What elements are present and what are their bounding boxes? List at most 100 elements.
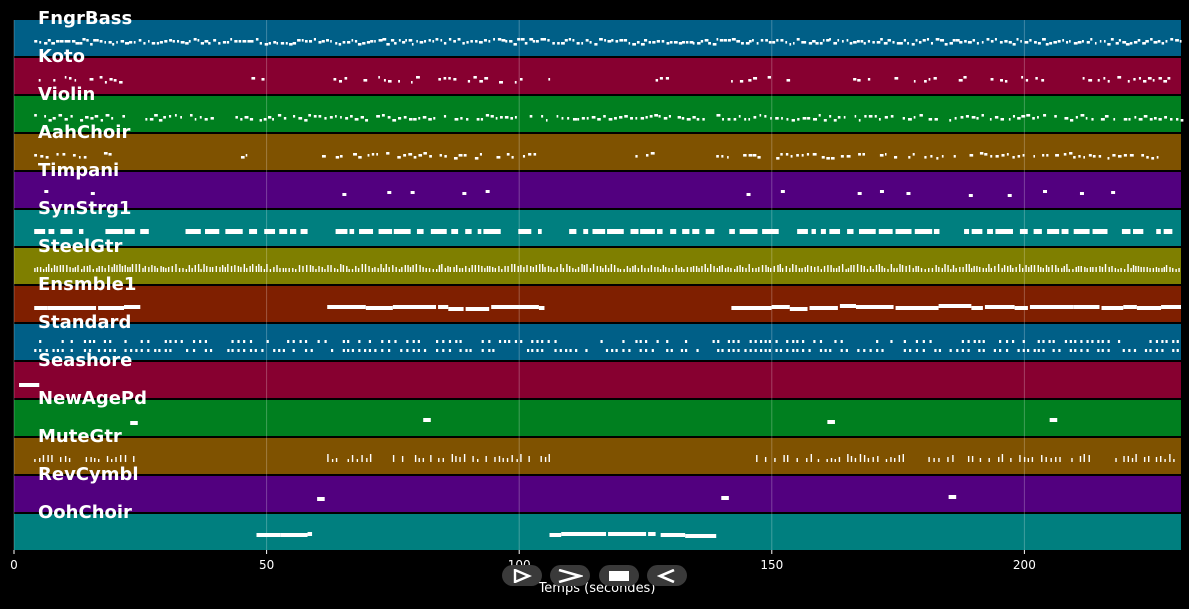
note-fngrbass-259 — [1086, 41, 1090, 44]
note-synstrg1-20 — [416, 229, 424, 234]
note-synstrg1-40 — [739, 229, 758, 234]
note-standard-31 — [164, 340, 167, 343]
note-steelgtr-200 — [641, 265, 643, 272]
note-standard-202 — [915, 340, 919, 343]
note-fngrbass-95 — [419, 41, 424, 44]
note-violin-103 — [668, 115, 671, 118]
note-koto-61 — [1082, 77, 1085, 80]
note-fngrbass-229 — [959, 41, 963, 44]
note-aahchoir-98 — [1107, 157, 1110, 160]
note-steelgtr-121 — [401, 267, 403, 272]
note-fngrbass-45 — [218, 42, 221, 45]
note-fngrbass-269 — [1125, 43, 1130, 46]
note-violin-24 — [194, 118, 197, 121]
note-steelgtr-184 — [592, 264, 595, 272]
note-violin-156 — [989, 118, 992, 121]
note-standard-208 — [938, 349, 942, 352]
note-standard-89 — [412, 349, 415, 352]
note-mutegtr-79 — [928, 457, 930, 462]
note-standard-180 — [802, 340, 805, 343]
note-mutegtr-59 — [806, 458, 808, 462]
note-standard-252 — [1101, 349, 1104, 352]
note-steelgtr-280 — [883, 268, 886, 272]
forward-icon — [558, 568, 583, 583]
note-mutegtr-41 — [485, 456, 487, 462]
note-steelgtr-65 — [227, 264, 229, 272]
note-steelgtr-107 — [357, 268, 360, 272]
note-standard-81 — [381, 349, 384, 352]
note-steelgtr-177 — [572, 268, 574, 272]
note-standard-103 — [469, 349, 472, 352]
note-steelgtr-325 — [1022, 268, 1024, 272]
note-violin-13 — [111, 117, 114, 120]
note-fngrbass-246 — [1034, 41, 1037, 44]
note-fngrbass-136 — [589, 41, 592, 44]
note-aahchoir-100 — [1118, 155, 1122, 158]
note-mutegtr-83 — [952, 455, 954, 462]
note-aahchoir-106 — [1156, 156, 1159, 159]
note-standard-124 — [559, 349, 562, 352]
note-koto-32 — [514, 81, 517, 84]
note-violin-20 — [168, 115, 172, 118]
note-synstrg1-34 — [657, 229, 663, 234]
note-steelgtr-173 — [560, 264, 562, 272]
note-steelgtr-158 — [513, 264, 516, 272]
note-fngrbass-165 — [708, 42, 712, 45]
back-button[interactable] — [647, 565, 687, 586]
note-fngrbass-162 — [697, 42, 701, 45]
note-mutegtr-68 — [854, 458, 857, 462]
note-violin-98 — [645, 116, 648, 119]
track-band-aahchoir — [14, 134, 1181, 170]
note-mutegtr-89 — [1001, 454, 1004, 462]
note-steelgtr-47 — [171, 266, 173, 272]
note-violin-102 — [663, 117, 668, 120]
note-standard-246 — [1086, 340, 1089, 343]
play-button[interactable] — [502, 565, 542, 586]
note-fngrbass-127 — [552, 42, 555, 45]
note-fngrbass-240 — [1008, 41, 1012, 44]
note-fngrbass-61 — [285, 42, 288, 45]
note-fngrbass-111 — [488, 40, 491, 43]
note-steelgtr-376 — [1172, 268, 1174, 272]
note-steelgtr-266 — [841, 264, 844, 272]
note-aahchoir-92 — [1073, 156, 1076, 159]
note-aahchoir-87 — [1042, 154, 1045, 157]
note-standard-16 — [103, 340, 107, 343]
note-steelgtr-191 — [613, 265, 616, 272]
note-standard-99 — [455, 340, 458, 343]
note-koto-4 — [74, 79, 77, 82]
note-mutegtr-36 — [455, 456, 457, 462]
note-standard-163 — [754, 340, 757, 343]
note-koto-31 — [499, 81, 503, 84]
note-fngrbass-205 — [863, 42, 866, 45]
note-aahchoir-101 — [1123, 154, 1127, 157]
note-steelgtr-138 — [453, 267, 455, 272]
note-koto-59 — [1035, 77, 1038, 80]
note-fngrbass-206 — [867, 40, 871, 43]
note-violin-82 — [561, 117, 564, 120]
note-violin-42 — [313, 115, 317, 118]
note-steelgtr-292 — [920, 268, 923, 272]
note-fngrbass-48 — [230, 38, 233, 41]
forward-button[interactable] — [550, 565, 590, 586]
note-standard-243 — [1074, 349, 1077, 352]
note-koto-44 — [853, 78, 857, 81]
note-koto-64 — [1103, 77, 1106, 80]
stop-button[interactable] — [599, 565, 639, 586]
note-steelgtr-129 — [425, 268, 427, 272]
note-fngrbass-158 — [681, 41, 685, 44]
note-steelgtr-299 — [944, 264, 946, 272]
note-standard-50 — [243, 349, 246, 352]
note-steelgtr-22 — [98, 266, 100, 272]
note-oohchoir-0 — [256, 533, 281, 537]
note-steelgtr-335 — [1051, 265, 1053, 272]
note-steelgtr-368 — [1149, 268, 1151, 272]
note-steelgtr-156 — [507, 266, 509, 272]
note-standard-217 — [978, 349, 981, 352]
note-standard-71 — [347, 340, 350, 343]
note-standard-191 — [845, 349, 848, 352]
note-aahchoir-81 — [1001, 154, 1005, 157]
note-fngrbass-184 — [785, 41, 788, 44]
note-fngrbass-4 — [51, 42, 55, 45]
note-koto-5 — [89, 78, 94, 81]
